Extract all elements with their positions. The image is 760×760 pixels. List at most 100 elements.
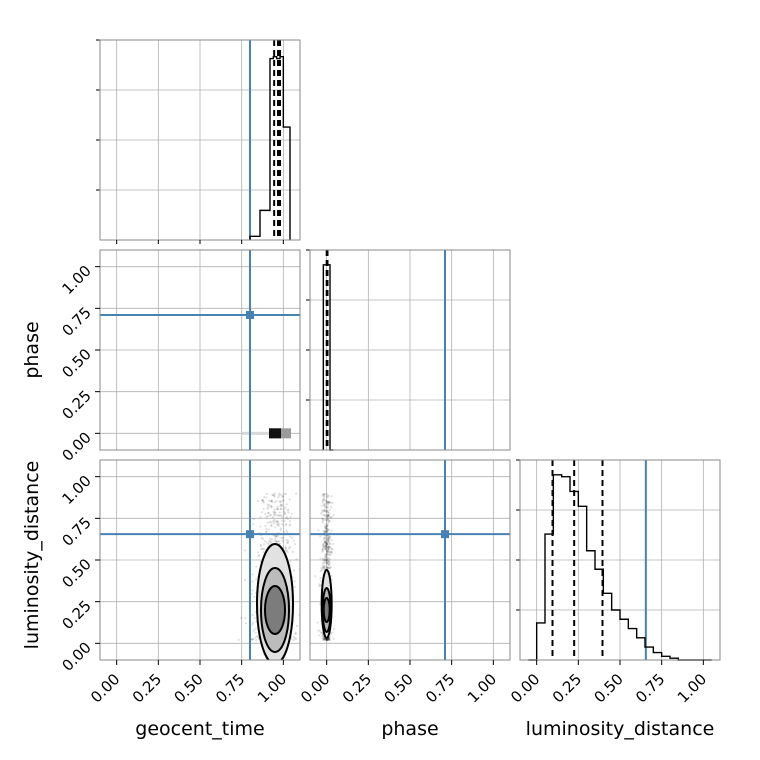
scatter-point (281, 500, 284, 503)
scatter-point (316, 621, 319, 624)
scatter-point (328, 638, 331, 642)
scatter-point (325, 493, 328, 496)
scatter-point (286, 509, 290, 512)
scatter-point (273, 492, 276, 495)
scatter-point (325, 501, 329, 504)
scatter-point (261, 498, 264, 501)
scatter-point (286, 531, 289, 534)
scatter-point (267, 511, 271, 514)
scatter-point (325, 530, 328, 533)
scatter-point (329, 501, 332, 504)
scatter-point (284, 546, 287, 549)
scatter-point (326, 515, 329, 518)
scatter-point (327, 514, 330, 518)
scatter-point (326, 638, 329, 641)
scatter-point (326, 514, 330, 518)
scatter-point (326, 513, 329, 516)
scatter-point (281, 519, 284, 522)
scatter-point (251, 613, 254, 616)
scatter-point (329, 566, 333, 569)
scatter-point (267, 506, 270, 509)
scatter-point (324, 559, 327, 562)
scatter-point (327, 501, 330, 504)
scatter-point (326, 566, 329, 569)
x-axis-label-phase: phase (381, 718, 438, 740)
scatter-point (327, 637, 330, 641)
scatter-point (323, 498, 326, 501)
scatter-point (253, 617, 256, 620)
scatter-point (317, 529, 320, 532)
scatter-point (266, 511, 270, 515)
scatter-point (266, 503, 269, 506)
scatter-point (325, 553, 329, 556)
scatter-point (261, 499, 265, 503)
scatter-point (289, 535, 292, 538)
scatter-point (328, 537, 331, 540)
scatter-point (322, 637, 326, 640)
scatter-point (330, 529, 333, 532)
scatter-point (254, 636, 257, 639)
scatter-point (268, 520, 271, 524)
scatter-point (252, 629, 255, 632)
scatter-point (264, 524, 267, 527)
scatter-point (319, 570, 322, 573)
histogram-luminosity_distance (528, 474, 712, 661)
scatter-point (275, 540, 279, 543)
scatter-point (327, 638, 330, 641)
scatter-point (293, 580, 296, 583)
scatter-point (324, 556, 327, 559)
scatter-point (275, 507, 278, 511)
scatter-point (237, 638, 240, 641)
scatter-point (281, 523, 284, 526)
scatter-point (329, 632, 333, 635)
scatter-point (269, 540, 272, 543)
scatter-point (325, 548, 328, 551)
scatter-point (324, 534, 327, 538)
scatter-point (267, 504, 271, 507)
scatter-point (324, 547, 327, 550)
scatter-point (320, 579, 323, 583)
scatter-point (325, 638, 328, 641)
scatter-point (330, 539, 333, 542)
scatter-point (272, 520, 275, 523)
scatter-point (270, 506, 273, 509)
scatter-point (286, 517, 289, 520)
scatter-point (287, 511, 290, 514)
scatter-point (330, 515, 333, 519)
scatter-point (320, 631, 323, 635)
scatter-point (328, 563, 331, 566)
scatter-point (259, 525, 262, 528)
scatter-point (325, 552, 328, 555)
scatter-point (326, 510, 329, 513)
scatter-point (324, 541, 328, 544)
scatter-point (327, 535, 330, 538)
scatter-point (268, 514, 272, 517)
scatter-point (278, 500, 281, 503)
scatter-point (325, 542, 328, 546)
scatter-point (274, 537, 277, 541)
scatter-point (326, 503, 329, 506)
scatter-point (276, 507, 279, 510)
scatter-point (286, 551, 289, 554)
scatter-point (285, 503, 288, 506)
scatter-point (327, 560, 331, 563)
scatter-point (328, 545, 331, 548)
scatter-point (286, 541, 289, 544)
scatter-point (256, 499, 260, 503)
scatter-point (321, 549, 324, 552)
scatter-point (325, 506, 329, 509)
scatter-point (326, 561, 329, 564)
scatter-point (322, 559, 325, 562)
scatter-point (328, 561, 332, 564)
scatter-point (285, 549, 289, 552)
scatter-point (270, 505, 274, 508)
scatter-point (284, 517, 287, 520)
scatter-point (270, 524, 273, 527)
scatter-point (328, 638, 331, 641)
scatter-point (329, 636, 332, 639)
scatter-point (328, 567, 331, 570)
scatter-point (328, 542, 331, 545)
joint-content (237, 492, 300, 660)
scatter-point (326, 528, 329, 532)
